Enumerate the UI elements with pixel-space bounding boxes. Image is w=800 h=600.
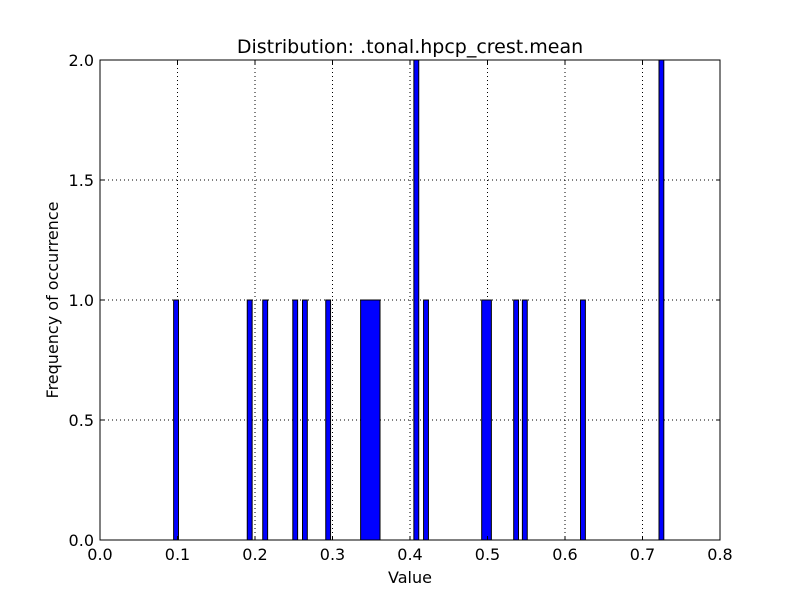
- chart-title: Distribution: .tonal.hpcp_crest.mean: [237, 36, 583, 58]
- x-tick-label: 0.0: [87, 545, 112, 564]
- histogram-bar: [413, 59, 420, 541]
- histogram-bar: [423, 299, 429, 541]
- histogram-bar: [173, 299, 180, 541]
- histogram-bar: [360, 299, 381, 541]
- x-tick-label: 0.3: [320, 545, 345, 564]
- x-tick-label: 0.6: [552, 545, 577, 564]
- x-tick-label: 0.4: [397, 545, 422, 564]
- histogram-bar: [262, 299, 269, 541]
- histogram-bar: [521, 299, 528, 541]
- x-tick-label: 0.7: [630, 545, 655, 564]
- y-tick-label: 0.0: [69, 531, 94, 550]
- histogram-bar: [325, 299, 332, 541]
- histogram-bar: [580, 299, 586, 541]
- histogram-bar: [302, 299, 308, 541]
- y-axis-title: Frequency of occurrence: [43, 202, 62, 399]
- x-tick-label: 0.1: [165, 545, 190, 564]
- x-tick-label: 0.5: [475, 545, 500, 564]
- histogram-bar: [481, 299, 492, 541]
- x-axis-title: Value: [388, 568, 432, 587]
- y-tick-label: 2.0: [69, 51, 94, 70]
- y-tick-label: 1.5: [69, 171, 94, 190]
- x-tick-label: 0.8: [707, 545, 732, 564]
- y-tick-label: 1.0: [69, 291, 94, 310]
- histogram-bar: [513, 299, 520, 541]
- ticks-layer: 0.0 0.1 0.2 0.3 0.4 0.5 0.6 0.7 0.8 0.0 0.5 1.0 1.5 2…: [69, 51, 733, 564]
- bars-layer: [173, 59, 665, 541]
- grid-layer: [100, 60, 720, 540]
- histogram-bar: [246, 299, 253, 541]
- x-tick-label: 0.2: [242, 545, 267, 564]
- y-tick-label: 0.5: [69, 411, 94, 430]
- histogram-bar: [292, 299, 299, 541]
- histogram-bar: [658, 59, 665, 541]
